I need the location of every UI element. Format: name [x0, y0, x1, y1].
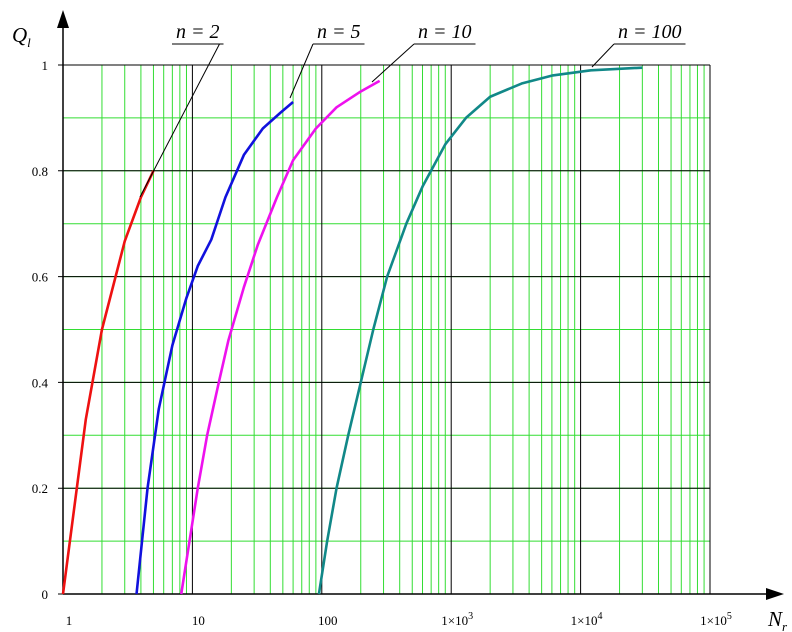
y-axis-arrowhead [57, 10, 69, 28]
curve-annotations: n = 2 n = 5 n = 10 n = 100 [139, 21, 686, 198]
x-axis-label: Nr [767, 607, 788, 632]
curve-label-1: n = 2 [176, 21, 220, 43]
y-tick-label: 0.8 [32, 164, 48, 179]
axes [57, 10, 784, 600]
curve-label-4: n = 100 [618, 21, 682, 43]
label-leader-line [371, 43, 415, 83]
label-leader-line [289, 43, 314, 99]
y-tick-label: 1 [42, 58, 49, 73]
label-leader-line [591, 43, 615, 68]
y-tick-label: 0.6 [32, 270, 49, 285]
x-axis-arrowhead [766, 588, 784, 600]
y-tick-label: 0.2 [32, 481, 48, 496]
axis-titles: Ql Nr [12, 23, 788, 632]
tick-labels: 0 0.2 0.4 0.6 0.8 1 1 10 100 1×103 1×104 1×105 [32, 58, 732, 628]
curve-label-3: n = 10 [418, 21, 472, 43]
x-tick-label: 1 [66, 613, 73, 628]
y-tick-label: 0.4 [32, 375, 49, 390]
x-tick-label: 1×104 [571, 611, 603, 628]
series-line-3 [179, 79, 381, 595]
series-line-2 [135, 101, 294, 595]
y-tick-label: 0 [42, 587, 49, 602]
label-leader-line [139, 43, 220, 198]
minor-grid [63, 65, 710, 594]
curve-label-2: n = 5 [317, 21, 361, 43]
series-line-1 [61, 170, 155, 595]
x-tick-label: 1×103 [441, 611, 473, 628]
data-series [61, 66, 643, 595]
series-line-4 [317, 66, 643, 595]
x-tick-label: 10 [192, 613, 205, 628]
x-tick-label: 100 [318, 613, 338, 628]
y-axis-label: Ql [12, 23, 31, 50]
x-tick-label: 1×105 [700, 611, 732, 628]
